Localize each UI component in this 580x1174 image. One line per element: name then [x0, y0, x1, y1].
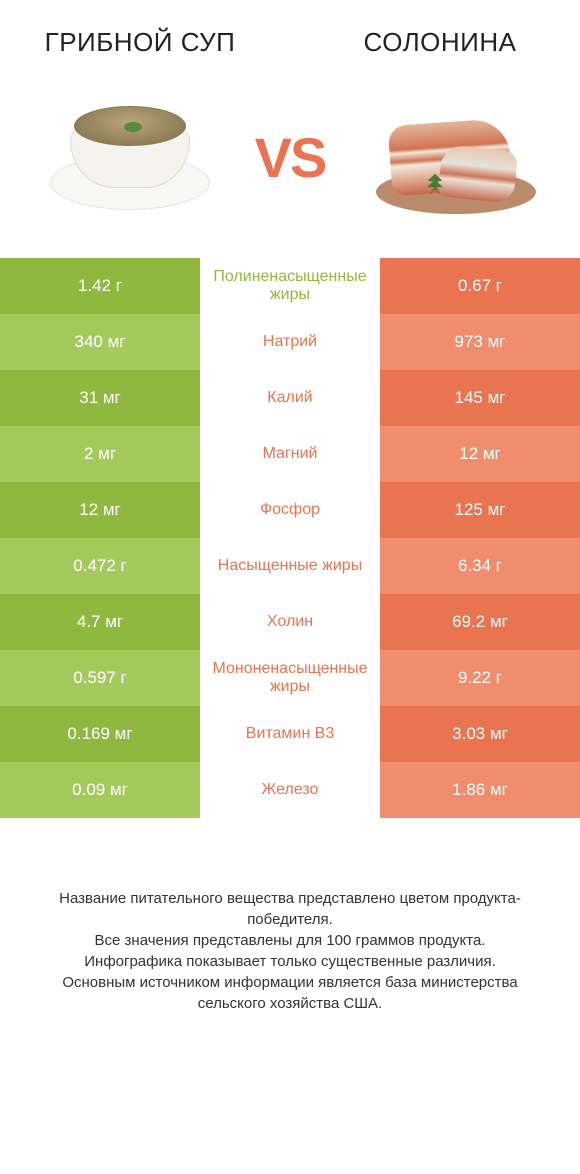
left-value: 0.472 г [0, 538, 200, 594]
nutrient-label: Мононенасыщенные жиры [200, 650, 380, 706]
table-row: 0.169 мгВитамин B33.03 мг [0, 706, 580, 762]
right-value: 973 мг [380, 314, 580, 370]
right-value: 145 мг [380, 370, 580, 426]
images-row: VS [0, 58, 580, 258]
vs-label: VS [255, 125, 326, 190]
nutrient-label: Насыщенные жиры [200, 538, 380, 594]
left-value: 0.09 мг [0, 762, 200, 818]
footer-line-1: Название питательного вещества представл… [28, 888, 552, 930]
nutrient-label: Калий [200, 370, 380, 426]
right-value: 12 мг [380, 426, 580, 482]
table-row: 2 мгМагний12 мг [0, 426, 580, 482]
nutrient-label: Витамин B3 [200, 706, 380, 762]
left-value: 340 мг [0, 314, 200, 370]
right-value: 6.34 г [380, 538, 580, 594]
left-value: 0.597 г [0, 650, 200, 706]
right-value: 3.03 мг [380, 706, 580, 762]
nutrient-label: Железо [200, 762, 380, 818]
table-row: 31 мгКалий145 мг [0, 370, 580, 426]
right-value: 125 мг [380, 482, 580, 538]
nutrient-table: 1.42 гПолиненасыщенные жиры0.67 г340 мгН… [0, 258, 580, 818]
table-row: 0.472 гНасыщенные жиры6.34 г [0, 538, 580, 594]
table-row: 1.42 гПолиненасыщенные жиры0.67 г [0, 258, 580, 314]
left-value: 0.169 мг [0, 706, 200, 762]
footer-line-4: Основным источником информации является … [28, 972, 552, 1014]
nutrient-label: Натрий [200, 314, 380, 370]
right-value: 69.2 мг [380, 594, 580, 650]
nutrient-label: Магний [200, 426, 380, 482]
footer-line-2: Все значения представлены для 100 граммо… [28, 930, 552, 951]
table-row: 340 мгНатрий973 мг [0, 314, 580, 370]
table-row: 12 мгФосфор125 мг [0, 482, 580, 538]
left-value: 4.7 мг [0, 594, 200, 650]
nutrient-label: Полиненасыщенные жиры [200, 258, 380, 314]
footer-notes: Название питательного вещества представл… [0, 818, 580, 1014]
right-product-title: СОЛОНИНА [340, 28, 540, 58]
meat-slice-icon [437, 144, 518, 204]
table-row: 4.7 мгХолин69.2 мг [0, 594, 580, 650]
table-row: 0.597 гМононенасыщенные жиры9.22 г [0, 650, 580, 706]
nutrient-label: Фосфор [200, 482, 380, 538]
table-row: 0.09 мгЖелезо1.86 мг [0, 762, 580, 818]
right-value: 0.67 г [380, 258, 580, 314]
right-product-image [350, 88, 550, 228]
left-value: 1.42 г [0, 258, 200, 314]
right-value: 1.86 мг [380, 762, 580, 818]
header: ГРИБНОЙ СУП СОЛОНИНА [0, 0, 580, 58]
left-product-title: ГРИБНОЙ СУП [40, 28, 240, 58]
left-value: 12 мг [0, 482, 200, 538]
right-value: 9.22 г [380, 650, 580, 706]
left-value: 31 мг [0, 370, 200, 426]
soup-garnish-icon [124, 122, 142, 132]
left-product-image [30, 88, 230, 228]
left-value: 2 мг [0, 426, 200, 482]
nutrient-label: Холин [200, 594, 380, 650]
footer-line-3: Инфографика показывает только существенн… [28, 951, 552, 972]
